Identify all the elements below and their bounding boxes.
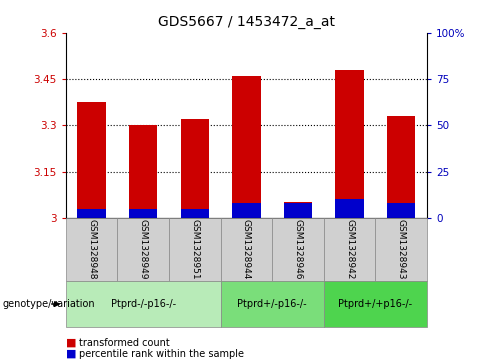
- Bar: [387, 203, 415, 218]
- Bar: [78, 102, 106, 218]
- Text: Ptprd+/+p16-/-: Ptprd+/+p16-/-: [338, 299, 412, 309]
- Text: GSM1328946: GSM1328946: [293, 219, 303, 280]
- Text: GSM1328949: GSM1328949: [139, 219, 148, 280]
- Text: Ptprd-/-p16-/-: Ptprd-/-p16-/-: [111, 299, 176, 309]
- Bar: [232, 76, 261, 218]
- Text: GSM1328951: GSM1328951: [190, 219, 200, 280]
- Bar: [129, 209, 158, 218]
- Text: GSM1328943: GSM1328943: [397, 219, 406, 280]
- Bar: [78, 209, 106, 218]
- Bar: [335, 70, 364, 218]
- Bar: [284, 203, 312, 218]
- Text: GSM1328944: GSM1328944: [242, 219, 251, 280]
- Bar: [387, 116, 415, 218]
- Text: ■: ■: [66, 338, 77, 348]
- Text: transformed count: transformed count: [79, 338, 170, 348]
- Bar: [129, 125, 158, 218]
- Bar: [335, 199, 364, 218]
- Text: percentile rank within the sample: percentile rank within the sample: [79, 349, 244, 359]
- Bar: [181, 209, 209, 218]
- Bar: [284, 203, 312, 218]
- Text: genotype/variation: genotype/variation: [2, 299, 95, 309]
- Title: GDS5667 / 1453472_a_at: GDS5667 / 1453472_a_at: [158, 15, 335, 29]
- Text: Ptprd+/-p16-/-: Ptprd+/-p16-/-: [238, 299, 307, 309]
- Bar: [181, 119, 209, 218]
- Text: GSM1328942: GSM1328942: [345, 219, 354, 280]
- Text: ■: ■: [66, 349, 77, 359]
- Text: GSM1328948: GSM1328948: [87, 219, 96, 280]
- Bar: [232, 203, 261, 218]
